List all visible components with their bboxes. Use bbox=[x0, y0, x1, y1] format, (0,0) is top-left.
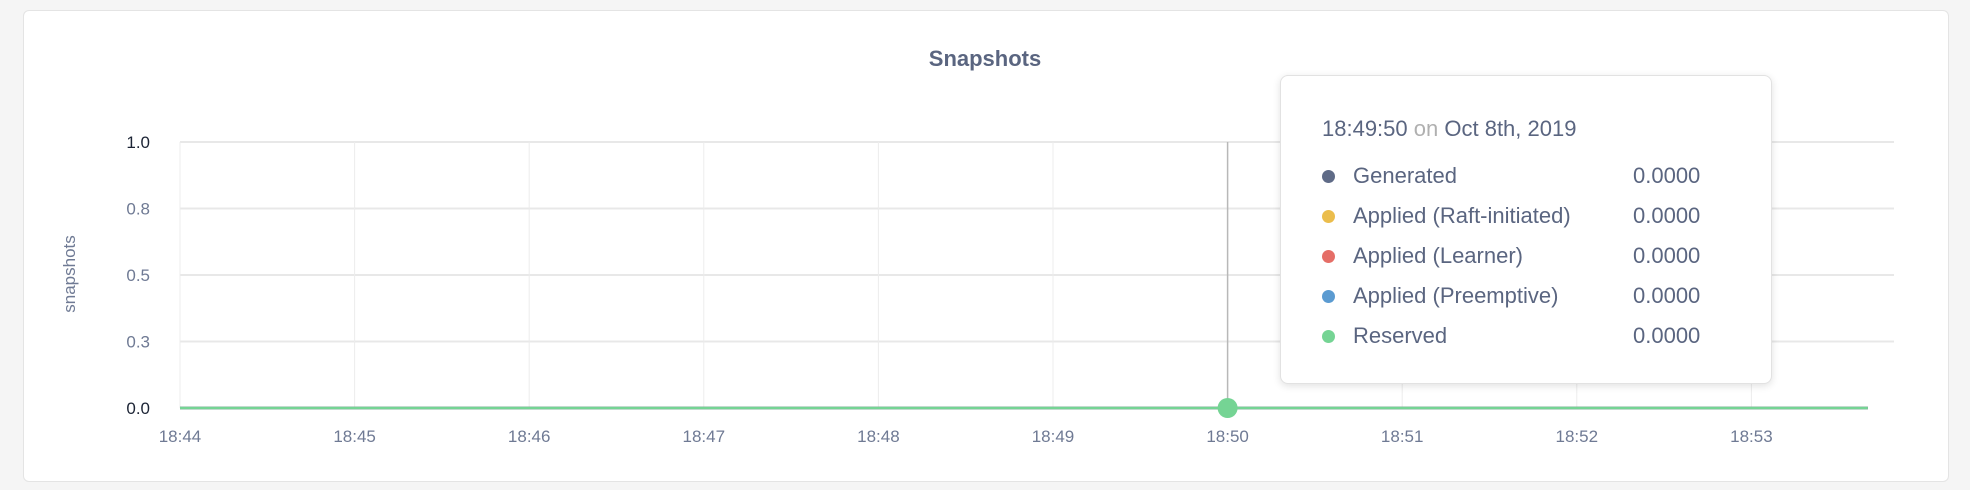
tooltip-series-value: 0.0000 bbox=[1633, 243, 1701, 268]
hover-point bbox=[1217, 398, 1238, 418]
series-dot-icon bbox=[1322, 290, 1335, 303]
x-tick-label: 18:51 bbox=[1381, 427, 1424, 446]
tooltip-series-value: 0.0000 bbox=[1633, 323, 1701, 348]
y-tick-label: 0.5 bbox=[126, 266, 150, 285]
x-tick-label: 18:44 bbox=[159, 427, 202, 446]
chart-title: Snapshots bbox=[928, 46, 1042, 71]
tooltip-series-label: Reserved bbox=[1353, 323, 1448, 348]
tooltip-time: 18:49:50 bbox=[1322, 116, 1408, 141]
y-tick-label: 0.8 bbox=[126, 200, 150, 219]
tooltip-series-label: Generated bbox=[1353, 163, 1457, 188]
y-axis-label: snapshots bbox=[60, 235, 79, 313]
series-dot-icon bbox=[1322, 210, 1335, 223]
series-dot-icon bbox=[1322, 170, 1335, 183]
tooltip-row: Applied (Preemptive) 0.0000 bbox=[1322, 283, 1742, 311]
x-tick-label: 18:45 bbox=[333, 427, 376, 446]
x-tick-label: 18:48 bbox=[857, 427, 900, 446]
x-tick-label: 18:52 bbox=[1556, 427, 1599, 446]
tooltip-series-value: 0.0000 bbox=[1633, 203, 1701, 228]
x-tick-label: 18:47 bbox=[683, 427, 726, 446]
tooltip-date: Oct 8th, 2019 bbox=[1444, 116, 1577, 141]
series-dot-icon bbox=[1322, 250, 1335, 263]
x-tick-label: 18:49 bbox=[1032, 427, 1075, 446]
tooltip-series-value: 0.0000 bbox=[1633, 283, 1701, 308]
tooltip-row: Reserved 0.0000 bbox=[1322, 323, 1742, 351]
series-dot-icon bbox=[1322, 330, 1335, 343]
tooltip-row: Applied (Learner) 0.0000 bbox=[1322, 243, 1742, 271]
hover-tooltip: 18:49:50 on Oct 8th, 2019 Generated 0.00… bbox=[1280, 75, 1772, 384]
tooltip-series-label: Applied (Preemptive) bbox=[1353, 283, 1559, 308]
tooltip-timestamp: 18:49:50 on Oct 8th, 2019 bbox=[1322, 116, 1576, 142]
y-tick-label: 0.3 bbox=[126, 333, 150, 352]
y-tick-label: 0.0 bbox=[126, 399, 150, 418]
tooltip-series-label: Applied (Raft-initiated) bbox=[1353, 203, 1571, 228]
tooltip-series-label: Applied (Learner) bbox=[1353, 243, 1523, 268]
x-tick-label: 18:53 bbox=[1730, 427, 1773, 446]
x-tick-label: 18:46 bbox=[508, 427, 551, 446]
y-tick-label: 1.0 bbox=[126, 133, 150, 152]
tooltip-on: on bbox=[1413, 116, 1439, 141]
x-tick-label: 18:50 bbox=[1206, 427, 1249, 446]
tooltip-row: Generated 0.0000 bbox=[1322, 163, 1742, 191]
tooltip-row: Applied (Raft-initiated) 0.0000 bbox=[1322, 203, 1742, 231]
tooltip-series-value: 0.0000 bbox=[1633, 163, 1701, 188]
